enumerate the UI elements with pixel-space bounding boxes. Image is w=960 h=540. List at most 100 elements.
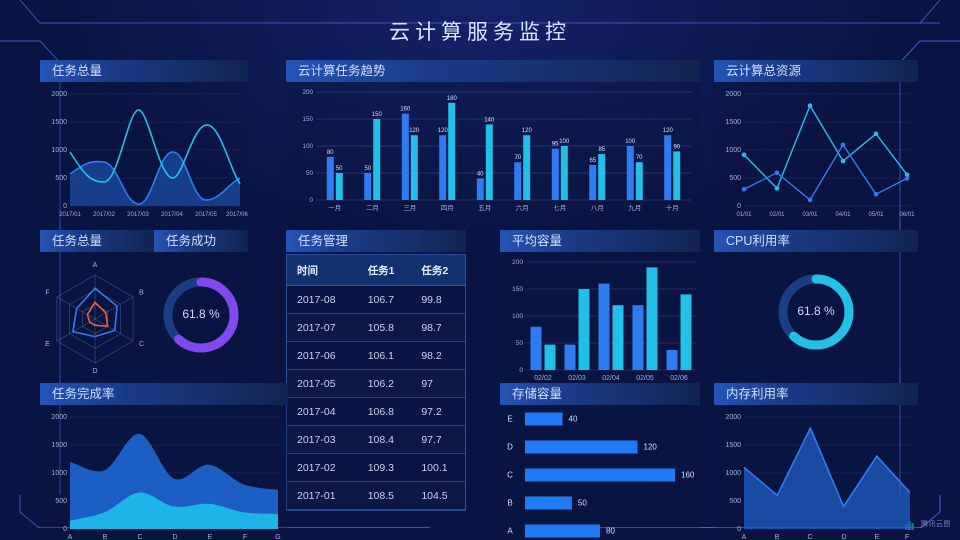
svg-text:十月: 十月 xyxy=(666,203,679,212)
svg-text:C: C xyxy=(137,534,142,540)
svg-text:100: 100 xyxy=(512,313,523,320)
svg-text:0: 0 xyxy=(737,203,741,210)
svg-text:C: C xyxy=(507,471,513,480)
svg-text:九月: 九月 xyxy=(628,203,641,212)
svg-text:F: F xyxy=(45,290,49,297)
svg-text:三月: 三月 xyxy=(403,204,416,212)
svg-text:1500: 1500 xyxy=(51,119,67,126)
svg-text:160: 160 xyxy=(681,471,695,480)
svg-text:B: B xyxy=(103,534,108,540)
svg-text:500: 500 xyxy=(55,175,67,182)
svg-text:C: C xyxy=(807,534,812,540)
svg-text:120: 120 xyxy=(644,443,658,452)
svg-text:2017/02: 2017/02 xyxy=(93,212,115,218)
svg-text:C: C xyxy=(139,341,144,348)
svg-text:0: 0 xyxy=(737,526,741,533)
svg-text:2000: 2000 xyxy=(51,414,67,421)
svg-text:61.8 %: 61.8 % xyxy=(797,304,835,318)
svg-text:2017/05: 2017/05 xyxy=(195,212,217,218)
svg-text:50: 50 xyxy=(516,340,524,347)
svg-text:D: D xyxy=(92,368,97,375)
svg-text:02/01: 02/01 xyxy=(769,212,785,218)
svg-text:40: 40 xyxy=(477,171,484,177)
svg-text:61.8 %: 61.8 % xyxy=(182,307,220,321)
svg-text:五月: 五月 xyxy=(478,204,491,212)
svg-text:F: F xyxy=(243,534,247,540)
svg-text:50: 50 xyxy=(364,166,371,172)
svg-text:D: D xyxy=(507,443,513,452)
svg-text:500: 500 xyxy=(729,498,741,505)
svg-text:05/01: 05/01 xyxy=(868,212,884,218)
svg-text:G: G xyxy=(275,534,280,540)
svg-text:100: 100 xyxy=(625,139,636,145)
svg-text:0: 0 xyxy=(63,203,67,210)
svg-text:02/05: 02/05 xyxy=(636,375,654,382)
svg-text:1000: 1000 xyxy=(51,470,67,477)
svg-text:02/04: 02/04 xyxy=(602,375,620,382)
svg-text:80: 80 xyxy=(327,150,334,156)
svg-text:90: 90 xyxy=(673,144,680,150)
svg-text:A: A xyxy=(742,534,747,540)
svg-text:65: 65 xyxy=(589,158,596,164)
svg-text:140: 140 xyxy=(484,117,495,123)
svg-text:2000: 2000 xyxy=(51,91,67,98)
svg-text:150: 150 xyxy=(302,116,313,123)
svg-text:1000: 1000 xyxy=(725,147,741,154)
svg-text:500: 500 xyxy=(729,175,741,182)
svg-text:D: D xyxy=(172,534,177,540)
svg-text:六月: 六月 xyxy=(516,203,529,212)
svg-text:200: 200 xyxy=(302,89,313,96)
svg-text:2000: 2000 xyxy=(725,91,741,98)
svg-text:A: A xyxy=(507,527,513,536)
svg-text:120: 120 xyxy=(522,128,533,134)
svg-text:1500: 1500 xyxy=(51,442,67,449)
svg-text:1500: 1500 xyxy=(725,119,741,126)
svg-text:120: 120 xyxy=(438,128,449,134)
svg-text:70: 70 xyxy=(636,155,643,161)
svg-text:0: 0 xyxy=(519,367,523,374)
svg-text:80: 80 xyxy=(606,527,615,536)
svg-text:2017/01: 2017/01 xyxy=(59,212,81,218)
svg-text:100: 100 xyxy=(559,139,570,145)
svg-text:E: E xyxy=(507,415,512,424)
svg-text:02/02: 02/02 xyxy=(534,375,552,382)
svg-text:200: 200 xyxy=(512,259,523,266)
svg-text:F: F xyxy=(905,534,909,540)
svg-text:120: 120 xyxy=(663,128,674,134)
svg-text:一月: 一月 xyxy=(328,204,341,212)
svg-text:2017/06: 2017/06 xyxy=(226,212,248,218)
svg-text:40: 40 xyxy=(569,415,578,424)
svg-text:1500: 1500 xyxy=(725,442,741,449)
svg-text:06/01: 06/01 xyxy=(899,212,915,218)
svg-text:E: E xyxy=(208,534,213,540)
svg-text:E: E xyxy=(875,534,880,540)
svg-text:1000: 1000 xyxy=(51,147,67,154)
svg-text:1000: 1000 xyxy=(725,470,741,477)
svg-text:A: A xyxy=(68,534,73,540)
svg-text:85: 85 xyxy=(598,147,605,153)
svg-text:120: 120 xyxy=(409,128,420,134)
svg-text:0: 0 xyxy=(63,526,67,533)
svg-text:50: 50 xyxy=(306,170,314,177)
svg-text:500: 500 xyxy=(55,498,67,505)
svg-text:95: 95 xyxy=(552,142,559,148)
svg-text:D: D xyxy=(841,534,846,540)
svg-text:02/03: 02/03 xyxy=(568,375,586,382)
svg-text:2017/04: 2017/04 xyxy=(161,212,183,218)
svg-text:180: 180 xyxy=(447,96,458,102)
svg-text:50: 50 xyxy=(578,499,587,508)
svg-text:150: 150 xyxy=(372,112,383,118)
svg-text:2017/03: 2017/03 xyxy=(127,212,149,218)
svg-text:七月: 七月 xyxy=(553,203,566,212)
svg-text:03/01: 03/01 xyxy=(802,212,818,218)
svg-text:0: 0 xyxy=(309,197,313,204)
svg-text:2000: 2000 xyxy=(725,414,741,421)
svg-text:E: E xyxy=(45,341,50,348)
svg-text:二月: 二月 xyxy=(366,204,379,212)
svg-text:四月: 四月 xyxy=(441,204,454,212)
svg-text:01/01: 01/01 xyxy=(736,212,752,218)
svg-text:04/01: 04/01 xyxy=(835,212,851,218)
svg-text:02/06: 02/06 xyxy=(670,375,688,382)
svg-text:A: A xyxy=(93,262,98,269)
svg-text:八月: 八月 xyxy=(591,204,604,212)
